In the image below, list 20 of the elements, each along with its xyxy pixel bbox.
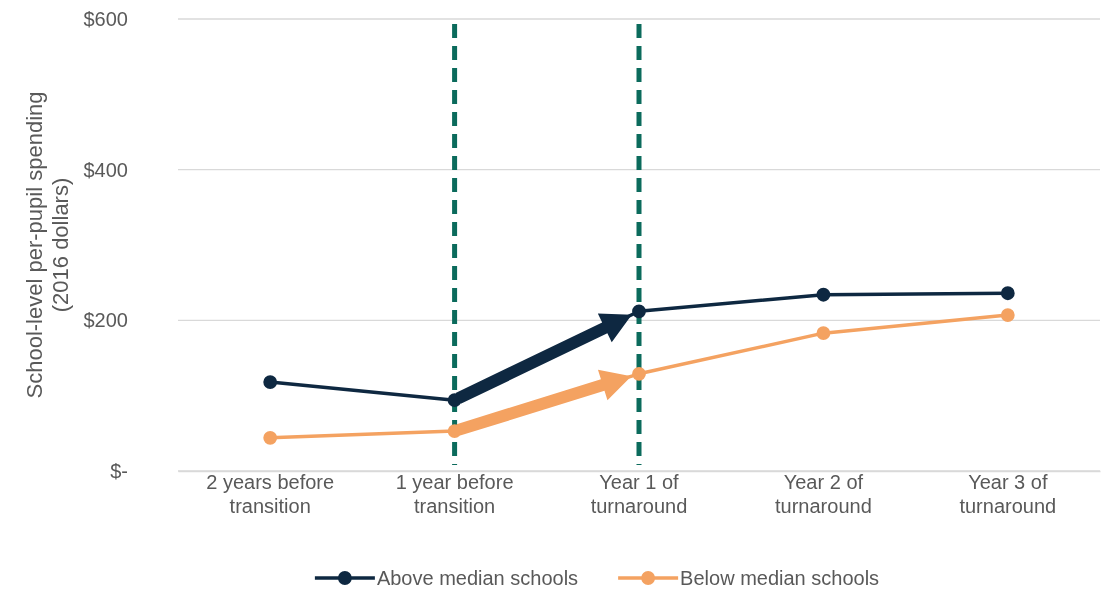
point [632, 366, 646, 381]
point [1000, 308, 1015, 322]
point [263, 430, 278, 445]
y-tick-label: $- [110, 459, 128, 482]
x-tick-label: 2 years before transition [206, 471, 335, 517]
legend-label: Above median schools [376, 567, 579, 589]
x-tick-label: Year 3 of turnaround [959, 471, 1057, 517]
point [632, 304, 646, 319]
y-axis-title: School-level per-pupil spending (2016 dollars) [21, 91, 74, 399]
point [263, 375, 278, 389]
point [816, 326, 831, 341]
y-tick-label: $400 [83, 158, 128, 181]
y-tick-label: $200 [83, 309, 128, 332]
x-tick-label: 1 year before transition [395, 471, 514, 517]
x-tick-label: Year 1 of turnaround [590, 471, 688, 517]
legend-label: Below median schools [680, 567, 880, 589]
x-tick-label: Year 2 of turnaround [775, 471, 872, 517]
point [1000, 286, 1015, 301]
point [816, 287, 831, 302]
y-tick-label: $600 [83, 7, 128, 30]
